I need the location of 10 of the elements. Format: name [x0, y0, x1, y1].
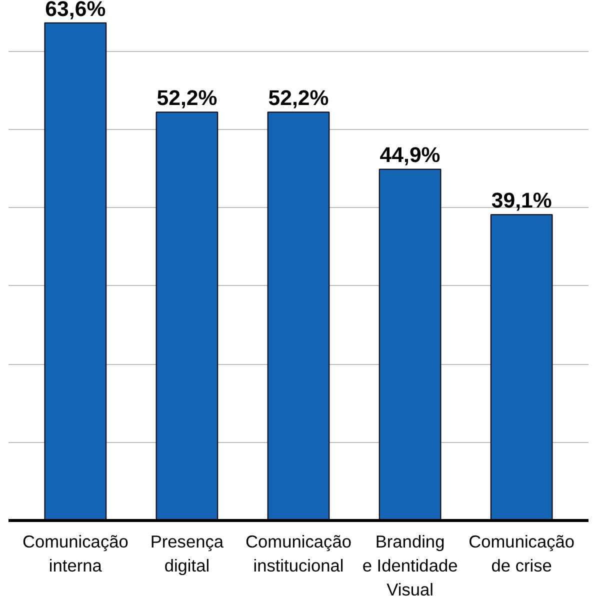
- data-label: 52,2%: [268, 86, 329, 110]
- x-tick-label: Branding e Identidade Visual: [362, 532, 458, 600]
- x-tick-label: Comunicação interna: [22, 532, 128, 576]
- data-label: 52,2%: [156, 86, 218, 110]
- x-tick-label: Comunicação institucional: [246, 532, 352, 576]
- data-label: 63,6%: [45, 0, 106, 21]
- x-tick-label: Comunicação de crise: [468, 532, 575, 576]
- x-tick-label: Presença digital: [150, 532, 224, 576]
- data-label: 44,9%: [380, 143, 440, 168]
- data-label: 39,1%: [491, 188, 552, 213]
